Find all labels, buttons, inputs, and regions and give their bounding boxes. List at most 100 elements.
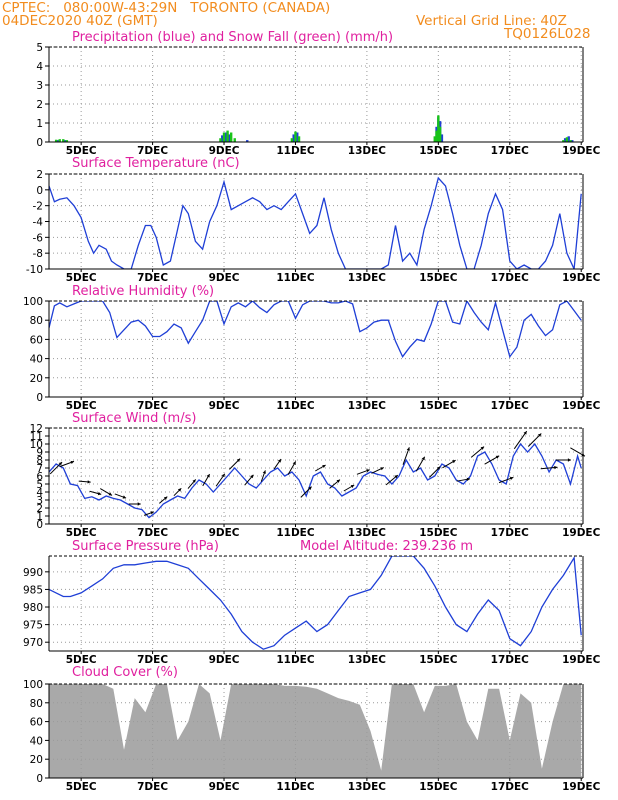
- precip-bar: [63, 140, 67, 142]
- y-tick-label: 0: [36, 773, 43, 785]
- pres-title: Surface Pressure (hPa): [72, 539, 219, 554]
- precip-bar: [221, 135, 224, 142]
- wind-arrow-head: [394, 475, 398, 479]
- y-tick-label: 0: [36, 185, 43, 197]
- wind-arrow-head: [537, 433, 542, 437]
- wind-arrow-head: [322, 465, 326, 468]
- x-tick-label: 15DEC: [419, 781, 458, 793]
- wind-arrow-head: [523, 431, 527, 435]
- y-tick-label: 1: [36, 118, 43, 130]
- wind-arrow-head: [192, 479, 196, 483]
- wind-arrow-head: [480, 446, 485, 450]
- x-tick-label: 7DEC: [137, 527, 168, 539]
- x-tick-label: 9DEC: [209, 145, 240, 157]
- x-tick-label: 13DEC: [348, 400, 387, 412]
- y-tick-label: 8: [36, 455, 43, 467]
- snow-bar: [65, 140, 69, 142]
- precip-bar: [563, 138, 567, 142]
- x-tick-label: 17DEC: [491, 527, 530, 539]
- y-tick-label: 0: [36, 392, 43, 404]
- y-tick-label: 0: [36, 519, 43, 531]
- y-tick-label: -8: [33, 248, 43, 260]
- x-tick-label: 13DEC: [348, 145, 387, 157]
- header-line-2: 04DEC2020 40Z (GMT): [2, 13, 158, 29]
- temp-title: Surface Temperature (nC): [72, 156, 240, 171]
- y-tick-label: 9: [36, 447, 43, 459]
- x-tick-label: 13DEC: [348, 272, 387, 284]
- y-tick-label: -2: [33, 201, 43, 213]
- x-tick-label: 19DEC: [562, 145, 601, 157]
- precip-bar: [567, 136, 570, 142]
- cloud-cover-area: [49, 684, 582, 778]
- snow-bar: [438, 126, 442, 142]
- rh-line: [49, 301, 582, 359]
- snow-bar: [562, 140, 565, 142]
- y-tick-label: 100: [23, 296, 43, 308]
- x-tick-label: 11DEC: [276, 272, 315, 284]
- y-tick-label: 4: [36, 61, 43, 73]
- precip-bar: [56, 140, 60, 142]
- y-tick-label: -10: [26, 264, 43, 276]
- cloud-title: Cloud Cover (%): [72, 665, 178, 680]
- x-tick-label: 15DEC: [419, 272, 458, 284]
- y-tick-label: 80: [30, 315, 43, 327]
- wind-arrow-head: [221, 473, 225, 478]
- wind-arrow-head: [163, 496, 168, 500]
- rh-title: Relative Humidity (%): [72, 284, 214, 299]
- y-tick-label: 40: [30, 735, 43, 747]
- wind-arrow-head: [177, 488, 182, 492]
- wind-arrow-head: [406, 447, 410, 451]
- temp-line: [49, 176, 582, 269]
- y-tick-label: 20: [30, 373, 43, 385]
- x-tick-label: 5DEC: [66, 145, 97, 157]
- x-tick-label: 11DEC: [276, 781, 315, 793]
- x-tick-label: 15DEC: [419, 654, 458, 666]
- wind-arrow-head: [554, 465, 558, 470]
- y-tick-label: 970: [23, 637, 43, 649]
- wind-title: Surface Wind (m/s): [72, 411, 196, 426]
- y-tick-label: 2: [36, 99, 43, 111]
- wind-arrow-head: [58, 462, 63, 466]
- snow-bar: [62, 139, 65, 142]
- y-tick-label: 12: [30, 423, 43, 435]
- y-tick-label: 60: [30, 717, 43, 729]
- snow-bar: [226, 130, 229, 142]
- snow-bar: [290, 138, 294, 142]
- wind-arrow-head: [122, 495, 127, 499]
- x-tick-label: 11DEC: [276, 527, 315, 539]
- x-tick-label: 11DEC: [276, 654, 315, 666]
- wind-arrow-head: [452, 460, 456, 464]
- x-tick-label: 5DEC: [66, 654, 97, 666]
- x-tick-label: 9DEC: [209, 654, 240, 666]
- wind-arrow-head: [262, 470, 266, 474]
- wind-arrow-head: [567, 458, 571, 462]
- y-tick-label: 10: [30, 439, 43, 451]
- x-tick-label: 19DEC: [562, 400, 601, 412]
- wind-arrow-head: [366, 469, 370, 473]
- y-tick-label: 6: [36, 471, 43, 483]
- y-tick-label: 5: [36, 42, 43, 54]
- x-tick-label: 19DEC: [562, 654, 601, 666]
- x-tick-label: 13DEC: [348, 654, 387, 666]
- precip-bar: [571, 140, 574, 142]
- x-tick-label: 17DEC: [491, 145, 530, 157]
- x-tick-label: 15DEC: [419, 400, 458, 412]
- snow-bar: [297, 136, 301, 142]
- y-tick-label: 975: [23, 620, 43, 632]
- x-tick-label: 9DEC: [209, 272, 240, 284]
- header-grid-line: Vertical Grid Line: 40Z: [416, 13, 567, 29]
- x-tick-label: 9DEC: [209, 400, 240, 412]
- snow-bar: [229, 132, 233, 142]
- snow-bar: [433, 136, 436, 142]
- y-tick-label: -6: [33, 232, 44, 244]
- precip-bar: [440, 134, 444, 142]
- wind-arrow-head: [97, 491, 102, 496]
- y-tick-label: -4: [33, 217, 44, 229]
- x-tick-label: 5DEC: [66, 527, 97, 539]
- x-tick-label: 7DEC: [137, 781, 168, 793]
- wind-arrow-head: [70, 460, 74, 464]
- snow-bar: [58, 139, 61, 142]
- wind-arrow-head: [495, 455, 500, 459]
- wind-arrow-head: [150, 511, 154, 515]
